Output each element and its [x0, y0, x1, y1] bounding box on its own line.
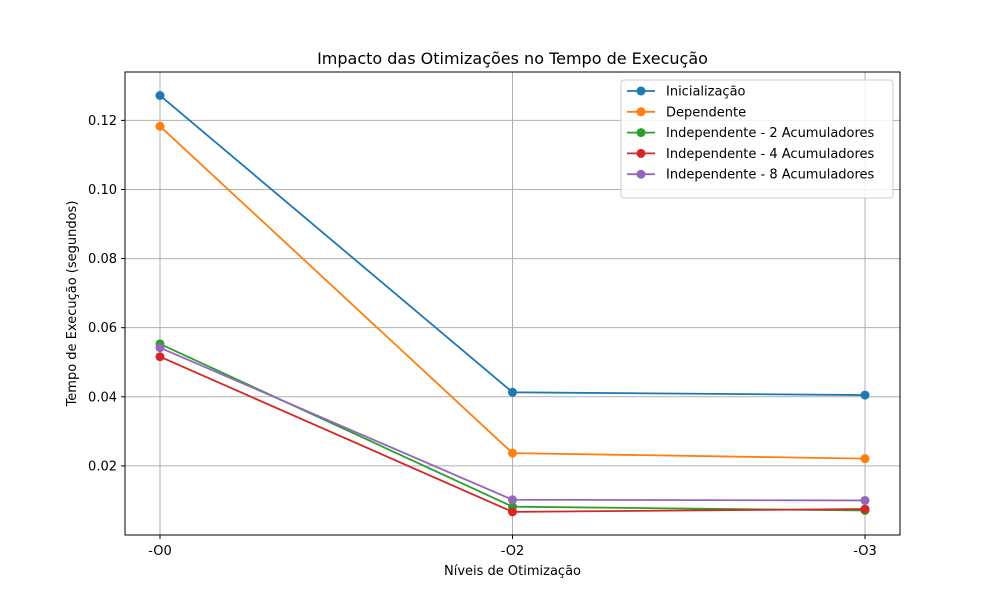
data-point: [508, 448, 517, 458]
legend-item: Independente - 8 Acumuladores: [627, 168, 875, 183]
series-2: [155, 121, 870, 464]
legend-label: Independente - 8 Acumuladores: [666, 168, 875, 183]
legend: Inicialização Dependente Independente - 2 …: [620, 79, 894, 199]
y-axis-label: Tempo de Execução (segundos): [65, 201, 80, 408]
grid: [125, 72, 900, 535]
legend-item: Inicialização: [627, 85, 746, 100]
legend-swatch-marker: [636, 169, 646, 179]
legend-swatch-marker: [636, 128, 646, 138]
series-5: [155, 343, 870, 505]
data-point: [508, 495, 517, 505]
y-tick-label: 0.12: [88, 114, 117, 129]
data-point: [155, 121, 165, 131]
series-1: [155, 90, 870, 400]
data-point: [860, 495, 870, 505]
data-point: [155, 343, 165, 353]
x-tick-label: -O0: [148, 544, 172, 559]
legend-swatch-marker: [636, 86, 646, 96]
legend-item: Independente - 2 Acumuladores: [627, 126, 875, 141]
y-tick-label: 0.08: [88, 252, 117, 267]
legend-label: Inicialização: [666, 85, 746, 100]
legend-swatch-marker: [636, 107, 646, 117]
legend-box: [620, 79, 894, 199]
y-tick-label: 0.04: [88, 390, 117, 405]
series-group: [155, 90, 870, 517]
data-point: [860, 504, 870, 514]
legend-label: Independente - 4 Acumuladores: [666, 147, 875, 162]
legend-swatch-marker: [636, 148, 646, 158]
data-point: [508, 387, 517, 397]
data-point: [860, 390, 870, 400]
legend-label: Independente - 2 Acumuladores: [666, 126, 875, 141]
y-tick-label: 0.02: [88, 459, 117, 474]
chart-title: Impacto das Otimizações no Tempo de Exec…: [317, 49, 708, 68]
data-point: [860, 454, 870, 464]
series-4: [155, 352, 870, 517]
x-tick-label: -O3: [853, 544, 877, 559]
y-tick-label: 0.10: [88, 183, 117, 198]
x-axis-label: Níveis de Otimização: [444, 564, 581, 579]
y-tick-label: 0.06: [88, 321, 117, 336]
axes: 0.02 0.04 0.06 0.08 0.10 0.12 -O0 -O2 -O3: [88, 114, 877, 559]
x-tick-label: -O2: [501, 544, 525, 559]
data-point: [155, 90, 165, 100]
legend-label: Dependente: [666, 105, 746, 120]
data-point: [508, 507, 517, 517]
data-point: [155, 352, 165, 362]
legend-item: Dependente: [627, 105, 746, 120]
legend-item: Independente - 4 Acumuladores: [627, 147, 875, 162]
